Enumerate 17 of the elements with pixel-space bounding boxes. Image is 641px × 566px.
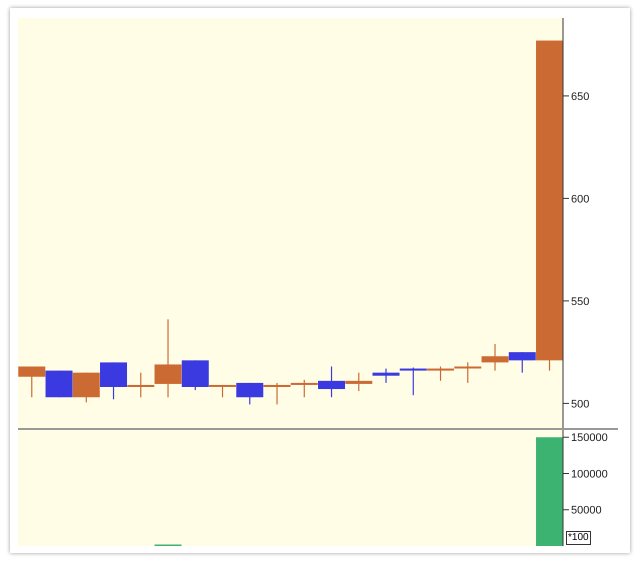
text: *100 <box>566 531 591 545</box>
candlestick <box>400 366 427 396</box>
y-tick-label: 600 <box>571 193 590 206</box>
candlestick <box>264 382 291 406</box>
y-tick-label: 50000 <box>571 504 602 517</box>
candlestick <box>290 379 318 398</box>
y-tick-label: 550 <box>571 296 590 308</box>
y-tick-label: 650 <box>571 90 590 103</box>
candlestick <box>372 368 400 384</box>
candlestick <box>209 384 236 398</box>
candlestick <box>345 372 372 392</box>
candlestick <box>454 362 482 384</box>
candlestick <box>127 372 154 398</box>
y-tick-label: 100000 <box>571 468 608 480</box>
y-tick-label: 150000 <box>571 432 608 444</box>
y-tick-label: 500 <box>571 398 590 410</box>
candlestick <box>427 366 454 382</box>
